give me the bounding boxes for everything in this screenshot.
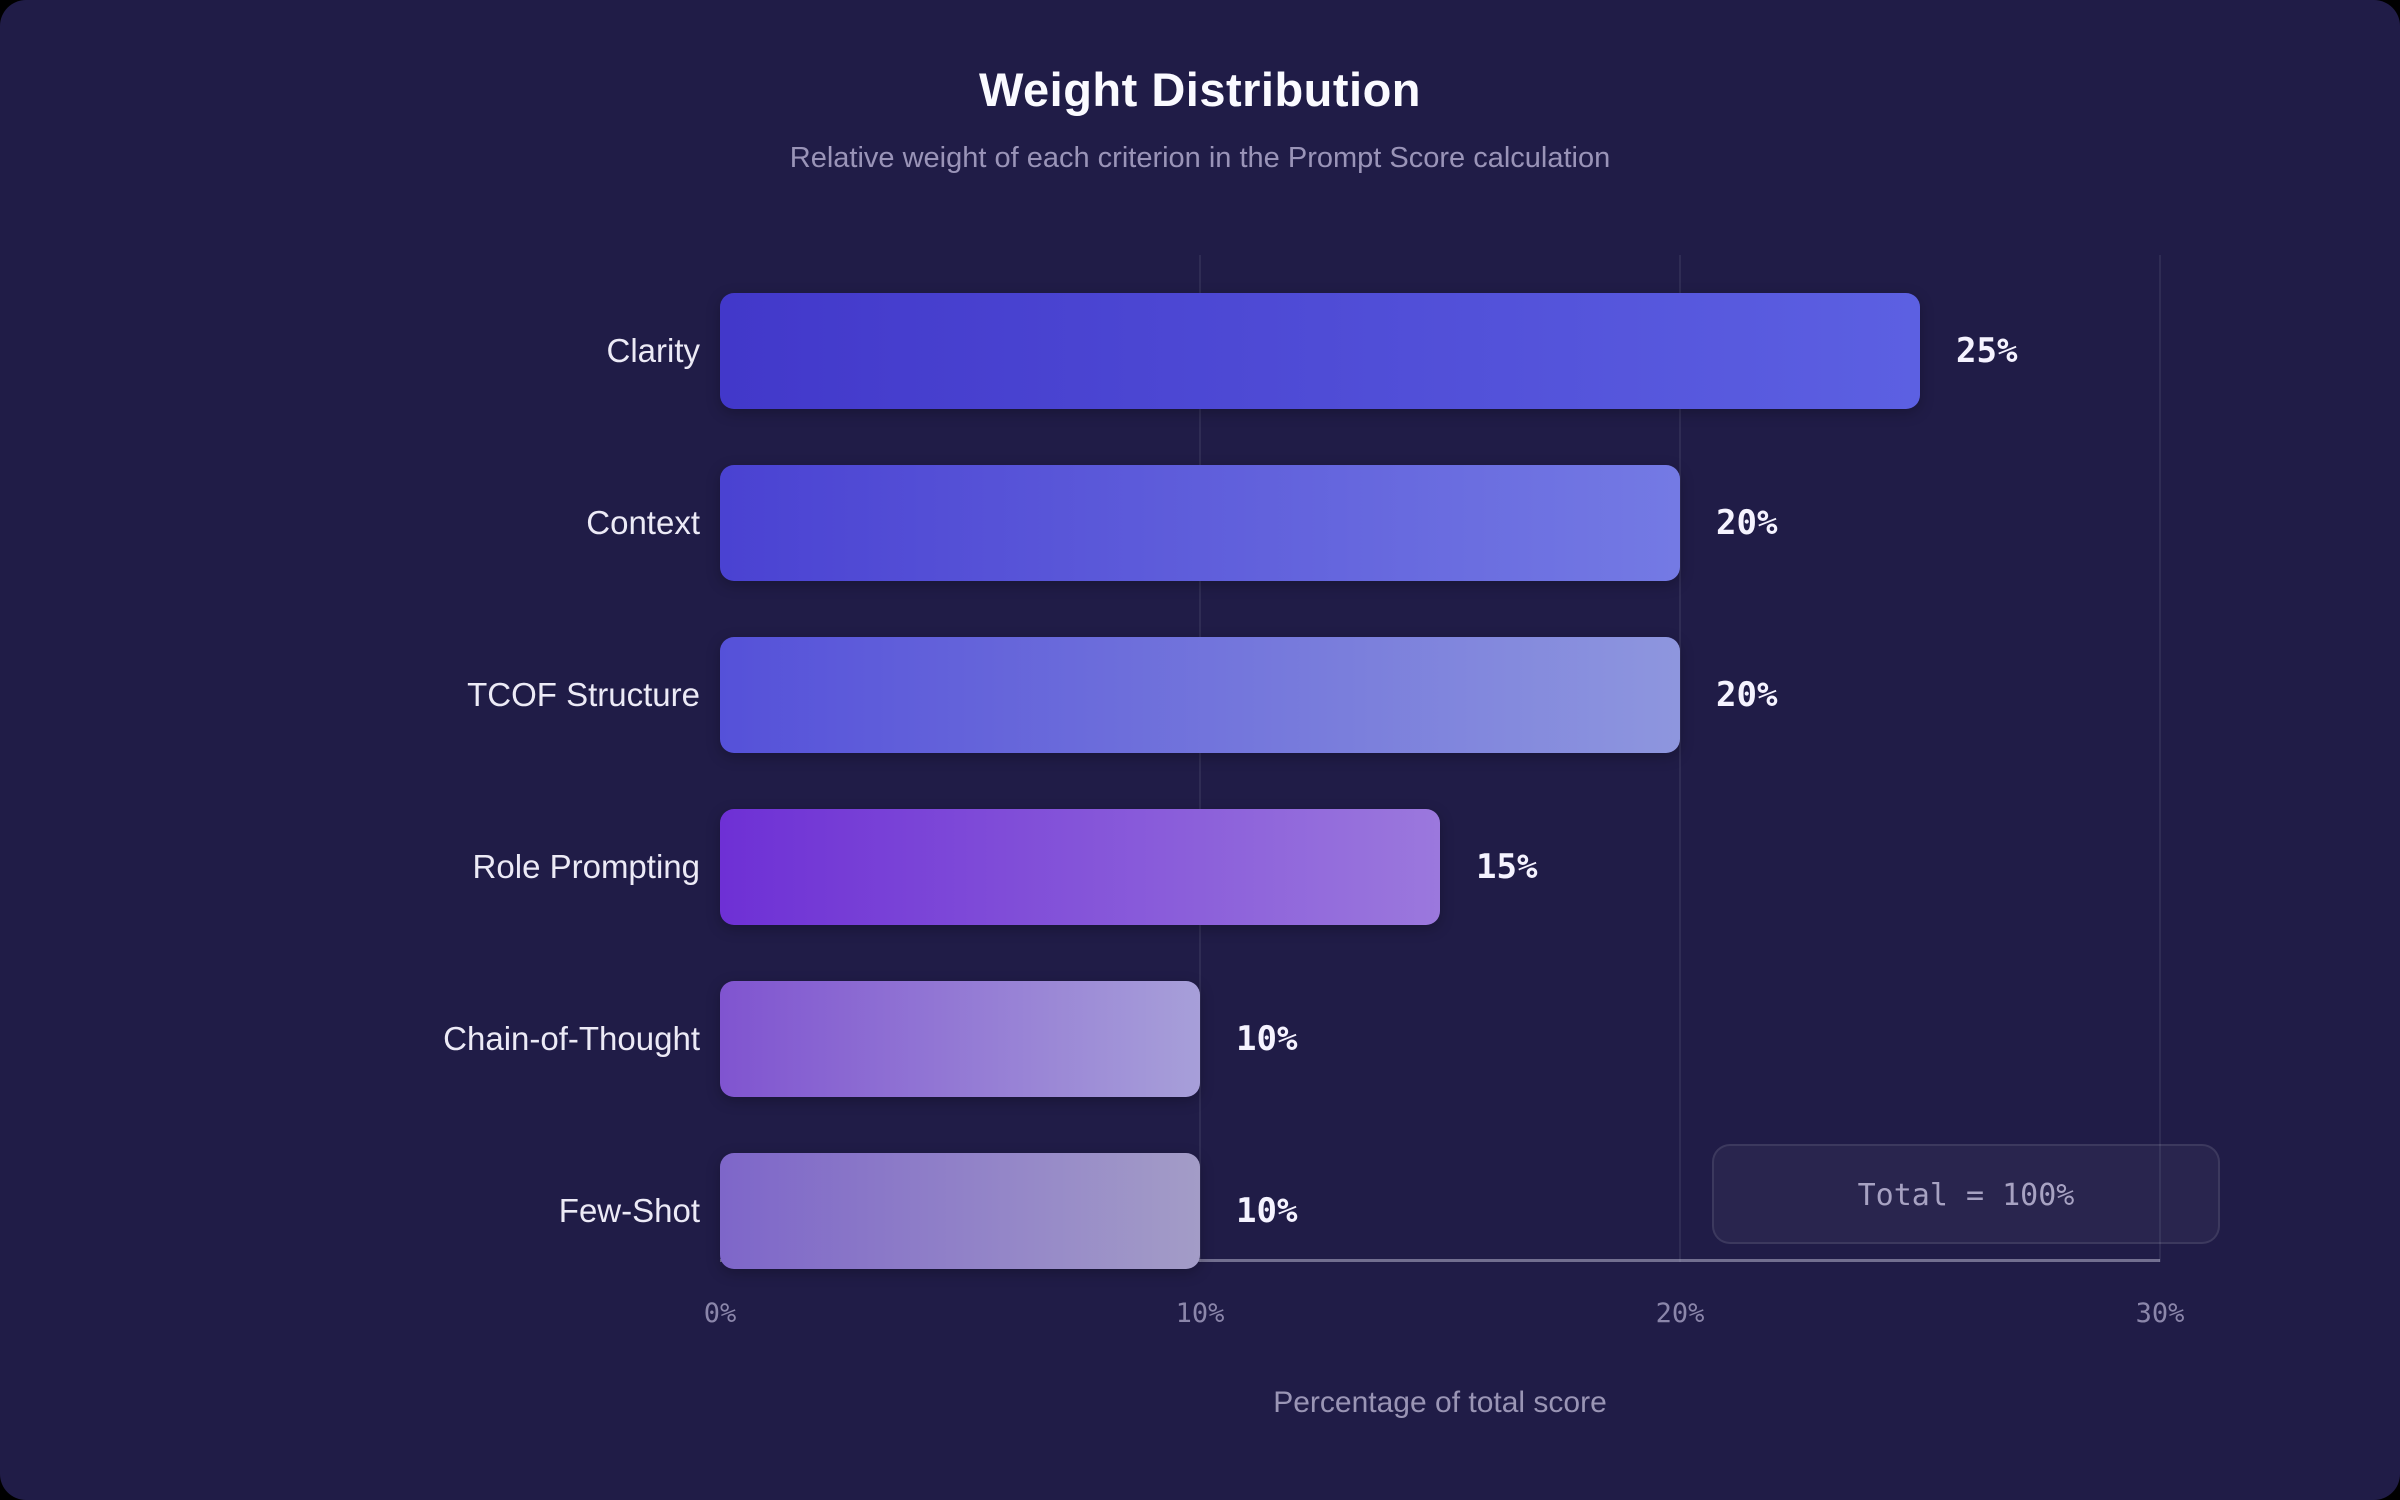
x-tick-label: 30% bbox=[2135, 1298, 2185, 1329]
gridline bbox=[2159, 255, 2161, 1262]
category-label: Chain-of-Thought bbox=[443, 1020, 700, 1057]
x-tick-label: 20% bbox=[1655, 1298, 1705, 1329]
category-label: TCOF Structure bbox=[467, 676, 700, 713]
value-label: 20% bbox=[1716, 503, 1778, 543]
value-label: 25% bbox=[1956, 331, 2018, 371]
x-tick-label: 10% bbox=[1175, 1298, 1225, 1329]
x-tick-label: 0% bbox=[703, 1298, 737, 1329]
gridline bbox=[1679, 255, 1681, 1262]
bar[interactable] bbox=[720, 637, 1680, 753]
chart-title: Weight Distribution bbox=[978, 63, 1422, 116]
gridline bbox=[1199, 255, 1201, 1262]
bar-row: Clarity 25% bbox=[0, 293, 2400, 409]
category-label: Few-Shot bbox=[558, 1192, 700, 1229]
category-label: Clarity bbox=[606, 332, 700, 369]
value-label: 10% bbox=[1236, 1019, 1298, 1059]
category-label: Role Prompting bbox=[472, 848, 700, 885]
bar-row: Context 20% bbox=[0, 465, 2400, 581]
bar[interactable] bbox=[720, 465, 1680, 581]
x-axis-title: Percentage of total score bbox=[1273, 1386, 1607, 1419]
gridlines bbox=[720, 255, 2161, 1262]
bar-row: TCOF Structure 20% bbox=[0, 637, 2400, 753]
value-label: 10% bbox=[1236, 1191, 1298, 1231]
value-label: 20% bbox=[1716, 675, 1778, 715]
value-label: 15% bbox=[1476, 847, 1538, 887]
chart-subtitle: Relative weight of each criterion in the… bbox=[789, 142, 1611, 174]
bar-row: Role Prompting 15% bbox=[0, 809, 2400, 925]
x-axis-line bbox=[720, 1259, 2160, 1262]
bar[interactable] bbox=[720, 1153, 1200, 1269]
bar[interactable] bbox=[720, 809, 1440, 925]
bar[interactable] bbox=[720, 293, 1920, 409]
bar-row: Chain-of-Thought 10% bbox=[0, 981, 2400, 1097]
bar[interactable] bbox=[720, 981, 1200, 1097]
total-badge: Total = 100% bbox=[1712, 1144, 2220, 1244]
category-label: Context bbox=[586, 504, 700, 541]
bar-row: Few-Shot 10% bbox=[0, 1153, 2400, 1269]
